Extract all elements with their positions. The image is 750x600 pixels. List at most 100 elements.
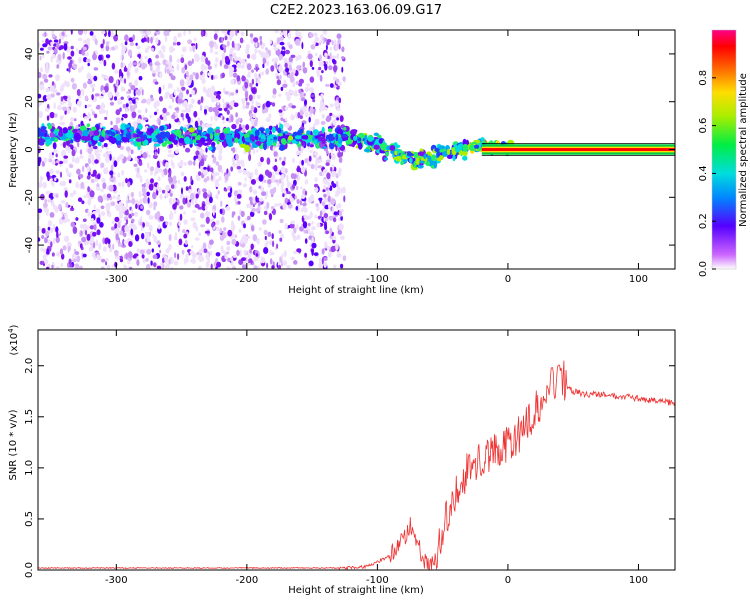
- noise-speckle: [302, 221, 308, 229]
- noise-speckle: [298, 150, 302, 156]
- noise-speckle: [100, 188, 104, 192]
- noise-speckle: [132, 121, 138, 129]
- noise-speckle: [165, 161, 169, 168]
- noise-speckle: [174, 231, 178, 239]
- noise-speckle: [341, 66, 344, 73]
- ridge-blob: [159, 125, 165, 131]
- noise-speckle: [128, 241, 133, 247]
- noise-speckle: [169, 93, 174, 99]
- noise-speckle: [170, 75, 176, 81]
- noise-speckle: [236, 193, 242, 199]
- noise-speckle: [290, 54, 296, 58]
- noise-speckle: [280, 117, 284, 121]
- noise-speckle: [86, 72, 92, 80]
- noise-speckle: [170, 67, 175, 73]
- noise-speckle: [59, 121, 65, 126]
- noise-speckle: [107, 211, 112, 218]
- noise-speckle: [185, 76, 190, 80]
- noise-speckle: [133, 103, 138, 109]
- noise-speckle: [132, 34, 135, 41]
- noise-speckle: [151, 248, 154, 253]
- noise-speckle: [247, 170, 251, 178]
- noise-speckle: [144, 182, 149, 190]
- noise-speckle: [192, 221, 197, 229]
- noise-speckle: [62, 181, 66, 187]
- noise-speckle: [232, 147, 235, 154]
- ridge-blob: [110, 137, 117, 143]
- noise-speckle: [77, 67, 82, 73]
- noise-speckle: [281, 46, 285, 50]
- noise-speckle: [230, 166, 234, 172]
- noise-speckle: [216, 261, 222, 268]
- noise-speckle: [306, 161, 311, 167]
- noise-speckle: [295, 38, 300, 46]
- noise-speckle: [332, 119, 337, 126]
- noise-speckle: [120, 61, 124, 69]
- noise-speckle: [38, 208, 43, 214]
- noise-speckle: [115, 204, 120, 210]
- ridge-blob: [203, 142, 209, 146]
- noise-speckle: [197, 265, 202, 269]
- ridge-blob: [49, 131, 55, 138]
- noise-speckle: [279, 218, 284, 224]
- ridge-blob: [301, 139, 305, 146]
- noise-speckle: [54, 177, 57, 182]
- noise-speckle: [245, 124, 250, 131]
- noise-speckle: [101, 144, 104, 149]
- noise-speckle: [131, 197, 136, 205]
- noise-speckle: [324, 63, 328, 71]
- noise-speckle: [193, 110, 198, 118]
- y-tick-label: 0.0: [24, 562, 35, 578]
- noise-speckle: [249, 186, 253, 193]
- noise-speckle: [326, 245, 331, 251]
- noise-speckle: [96, 229, 101, 236]
- noise-speckle: [235, 147, 237, 153]
- noise-speckle: [201, 203, 207, 211]
- noise-speckle: [149, 166, 155, 172]
- ridge-blob: [271, 126, 276, 133]
- noise-speckle: [118, 154, 125, 160]
- noise-speckle: [94, 38, 98, 45]
- noise-speckle: [178, 88, 182, 93]
- noise-speckle: [101, 30, 106, 35]
- noise-speckle: [266, 60, 270, 66]
- noise-speckle: [314, 36, 320, 42]
- noise-speckle: [44, 207, 49, 214]
- noise-speckle: [104, 116, 108, 120]
- noise-speckle: [152, 262, 157, 268]
- noise-speckle: [118, 182, 122, 187]
- noise-speckle: [75, 181, 79, 189]
- noise-speckle: [114, 44, 119, 50]
- noise-speckle: [95, 208, 98, 214]
- ridge-blob: [385, 151, 389, 157]
- noise-speckle: [40, 66, 43, 73]
- noise-speckle: [288, 56, 293, 63]
- noise-speckle: [178, 238, 183, 246]
- noise-speckle: [200, 164, 203, 171]
- ridge-blob: [231, 123, 237, 130]
- noise-speckle: [154, 81, 159, 85]
- noise-speckle: [119, 107, 122, 112]
- noise-speckle: [93, 75, 98, 82]
- ridge-blob: [297, 143, 302, 148]
- ridge-blob: [373, 144, 380, 150]
- noise-speckle: [214, 98, 219, 102]
- noise-speckle: [254, 72, 258, 79]
- noise-speckle: [299, 115, 303, 120]
- noise-speckle: [304, 257, 308, 261]
- noise-speckle: [86, 175, 91, 180]
- noise-speckle: [63, 43, 68, 51]
- noise-speckle: [265, 117, 271, 123]
- noise-speckle: [319, 210, 323, 217]
- ridge-blob: [317, 136, 323, 142]
- noise-speckle: [332, 58, 336, 64]
- noise-speckle: [173, 88, 176, 96]
- noise-speckle: [40, 47, 44, 51]
- noise-speckle: [313, 123, 316, 128]
- noise-speckle: [296, 248, 302, 253]
- ridge-blob: [184, 136, 191, 145]
- noise-speckle: [171, 97, 175, 103]
- noise-speckle: [53, 223, 56, 231]
- noise-speckle: [273, 42, 278, 46]
- noise-speckle: [87, 147, 93, 155]
